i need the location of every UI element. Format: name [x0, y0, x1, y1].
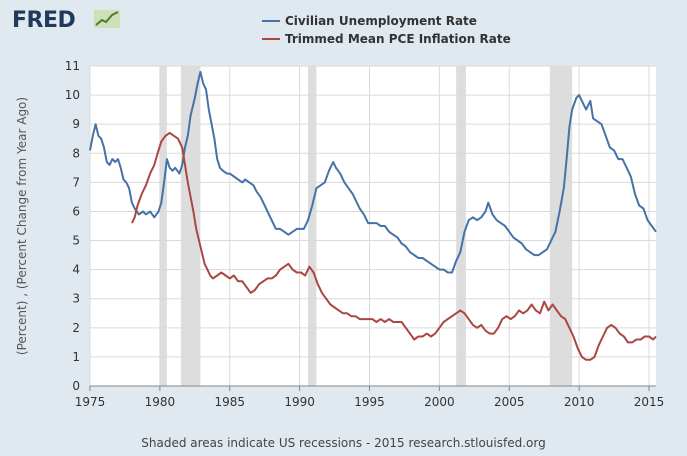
- legend-swatch-unemployment: [262, 20, 280, 22]
- fred-logo[interactable]: FRED: [12, 8, 76, 33]
- x-tick-label: 2000: [424, 395, 455, 409]
- chart-trend-icon: [94, 10, 120, 28]
- x-tick-label: 1975: [75, 395, 106, 409]
- y-tick-label: 0: [72, 379, 80, 393]
- legend-entry-unemployment[interactable]: Civilian Unemployment Rate: [262, 12, 511, 30]
- y-tick-label: 1: [72, 350, 80, 364]
- x-tick-label: 2005: [494, 395, 525, 409]
- legend-label-inflation: Trimmed Mean PCE Inflation Rate: [285, 32, 511, 46]
- legend-swatch-inflation: [262, 38, 280, 40]
- x-tick-label: 1990: [284, 395, 315, 409]
- x-tick-label: 1985: [214, 395, 245, 409]
- chart-legend: Civilian Unemployment Rate Trimmed Mean …: [262, 12, 511, 48]
- legend-label-unemployment: Civilian Unemployment Rate: [285, 14, 477, 28]
- y-tick-label: 8: [72, 146, 80, 160]
- y-tick-label: 2: [72, 321, 80, 335]
- y-tick-label: 6: [72, 204, 80, 218]
- y-tick-label: 11: [65, 59, 80, 73]
- y-tick-label: 9: [72, 117, 80, 131]
- y-axis-label: (Percent) , (Percent Change from Year Ag…: [15, 97, 29, 355]
- y-tick-label: 5: [72, 234, 80, 248]
- series-line-inflation: [130, 131, 657, 361]
- line-chart: 0 1 2 3 4 5 6 7 8 9 10 11 1975 1980 1985 1990 1995 2000 20…: [15, 59, 665, 409]
- x-tick-label: 1995: [354, 395, 385, 409]
- legend-entry-inflation[interactable]: Trimmed Mean PCE Inflation Rate: [262, 30, 511, 48]
- series-line-unemployment: [89, 70, 657, 274]
- recession-band: [456, 66, 466, 386]
- x-tick-label: 1980: [145, 395, 176, 409]
- chart-footnote: Shaded areas indicate US recessions - 20…: [141, 436, 546, 450]
- y-tick-label: 7: [72, 175, 80, 189]
- x-tick-label: 2010: [564, 395, 595, 409]
- recession-band: [549, 66, 573, 386]
- recession-band: [308, 66, 317, 386]
- recession-band: [159, 66, 167, 386]
- x-tick-label: 2015: [634, 395, 665, 409]
- y-tick-label: 3: [72, 292, 80, 306]
- y-tick-label: 10: [65, 88, 80, 102]
- y-tick-label: 4: [72, 263, 80, 277]
